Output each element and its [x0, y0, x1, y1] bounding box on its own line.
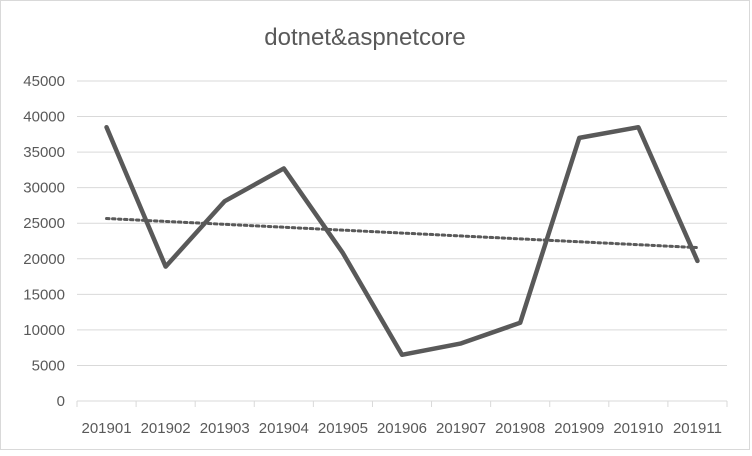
- y-tick-label: 35000: [23, 144, 65, 161]
- y-tick-label: 20000: [23, 251, 65, 268]
- x-axis: 201901 201902 201903 201904 201905 201906 2019…: [77, 401, 727, 437]
- x-tick-label: 201904: [259, 420, 309, 437]
- series-line: [107, 127, 698, 355]
- y-tick-label: 15000: [23, 286, 65, 303]
- x-tick-label: 201909: [554, 420, 604, 437]
- x-tick-label: 201902: [141, 420, 191, 437]
- y-tick-label: 25000: [23, 215, 65, 232]
- x-tick-label: 201907: [436, 420, 486, 437]
- series-group: [106, 127, 697, 355]
- y-tick-label: 30000: [23, 180, 65, 197]
- x-tick-label: 201908: [495, 420, 545, 437]
- y-tick-label: 10000: [23, 322, 65, 339]
- x-tick-label: 201911: [673, 420, 722, 437]
- x-tick-label: 201905: [318, 420, 368, 437]
- chart-title: dotnet&aspnetcore: [264, 24, 465, 51]
- y-tick-label: 5000: [32, 357, 65, 374]
- y-tick-label: 0: [57, 393, 65, 410]
- x-tick-label: 201910: [613, 420, 663, 437]
- y-tick-label: 40000: [23, 109, 65, 126]
- x-tick-label: 201901: [82, 420, 132, 437]
- x-tick-label: 201906: [377, 420, 427, 437]
- y-tick-label: 45000: [23, 73, 65, 90]
- x-tick-label: 201903: [200, 420, 250, 437]
- y-axis-labels: 0 5000 10000 15000 20000 25000 30000 35000 40000…: [23, 73, 65, 410]
